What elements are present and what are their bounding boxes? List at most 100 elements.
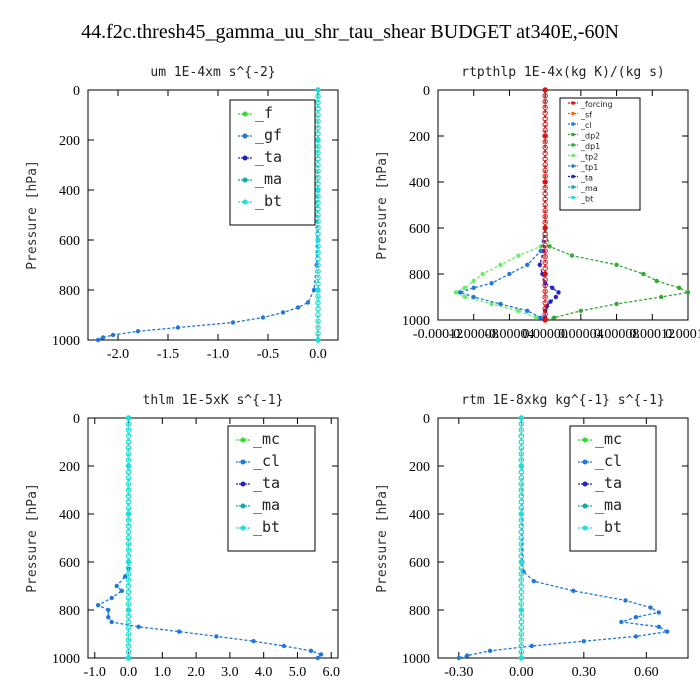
legend-marker [571,164,575,168]
y-tick-label: 800 [59,604,80,619]
x-tick-label: -1.5 [157,347,179,362]
data-point [125,559,132,565]
data-point [542,110,548,116]
y-axis-label: Pressure [hPa] [25,160,40,270]
legend-marker [582,525,588,531]
panel-3: thlm 1E-5xK s^{-1} Pressure [hPa] 0 200 400 6… [25,393,340,680]
data-point [542,156,548,162]
data-point [125,433,132,439]
data-point [518,577,525,583]
legend-label: _bt [595,518,622,536]
data-point [654,278,659,284]
data-point [125,529,132,535]
data-point [126,655,131,661]
data-point [177,629,182,634]
plot-frame [87,89,339,341]
legend-label: _ta [595,474,622,492]
data-point [125,445,132,451]
legend-marker [242,177,248,183]
data-point [315,268,321,274]
data-point [125,649,132,655]
data-point [110,332,116,338]
plot-frame [437,417,689,659]
data-point [462,285,467,290]
data-point [542,219,548,225]
panel-2: rtpthlp 1E-4x(kg K)/(kg s) Pressure [hPa]… [375,65,700,342]
panel-title: rtpthlp 1E-4x(kg K)/(kg s) [461,65,665,80]
data-point [125,565,132,571]
data-point [633,615,639,620]
legend-marker [582,437,588,443]
data-point [214,634,219,639]
data-point [315,87,321,93]
y-tick-label: 1000 [52,652,80,667]
data-point [125,643,132,649]
data-point [489,281,494,286]
series-line-gf [97,89,319,341]
data-point [315,237,321,243]
x-tick-label: -1.0 [84,665,106,680]
data-point [126,559,131,565]
data-point [125,541,132,547]
y-tick-label: 600 [409,222,430,237]
legend-marker [242,133,248,139]
x-tick-label: 0.60 [634,665,659,680]
data-point [507,271,512,277]
data-point [518,445,525,451]
y-tick-label: 1000 [52,334,80,349]
data-point [542,311,548,317]
data-point [538,315,543,320]
legend-label: _dp1 [580,142,600,151]
data-point [542,179,548,185]
data-point [318,652,324,657]
data-point [518,487,525,493]
data-point [114,583,119,589]
y-tick-label: 200 [409,130,430,145]
plot-frame [87,417,339,659]
data-point [525,262,530,267]
data-point [315,293,321,299]
legend-label: _ma [595,496,622,514]
series-line-ta [539,90,560,320]
x-tick-label: -1.0 [207,347,229,362]
data-point [518,619,525,625]
data-point [125,517,132,523]
data-point [542,190,548,197]
data-point [542,242,548,248]
data-point [518,523,525,529]
y-tick-label: 400 [409,508,430,523]
data-point [518,547,525,553]
data-point [518,559,525,565]
data-point [542,282,548,289]
data-point [315,131,321,137]
data-point [518,469,525,475]
data-point [489,301,494,307]
data-point [125,463,132,469]
data-point [542,265,548,271]
data-point [480,271,485,277]
data-point [315,318,321,324]
data-point [125,457,132,463]
y-tick-label: 0 [73,412,80,427]
data-point [518,481,525,487]
data-point [542,202,548,208]
data-point [125,535,132,541]
x-tick-label: 5.0 [289,665,307,680]
data-point [518,637,525,643]
legend-marker [582,459,588,465]
data-point [487,648,493,653]
data-point [281,643,287,649]
data-point [518,451,525,457]
data-point [498,301,503,307]
data-point [315,106,321,112]
data-point [464,653,470,658]
data-point [529,643,534,649]
data-point [315,143,321,149]
data-point [556,290,561,295]
legend-box [227,425,316,552]
data-point [315,187,321,193]
data-point [453,290,459,295]
x-tick-label: 0.00008 [594,327,640,342]
data-point [518,565,525,571]
